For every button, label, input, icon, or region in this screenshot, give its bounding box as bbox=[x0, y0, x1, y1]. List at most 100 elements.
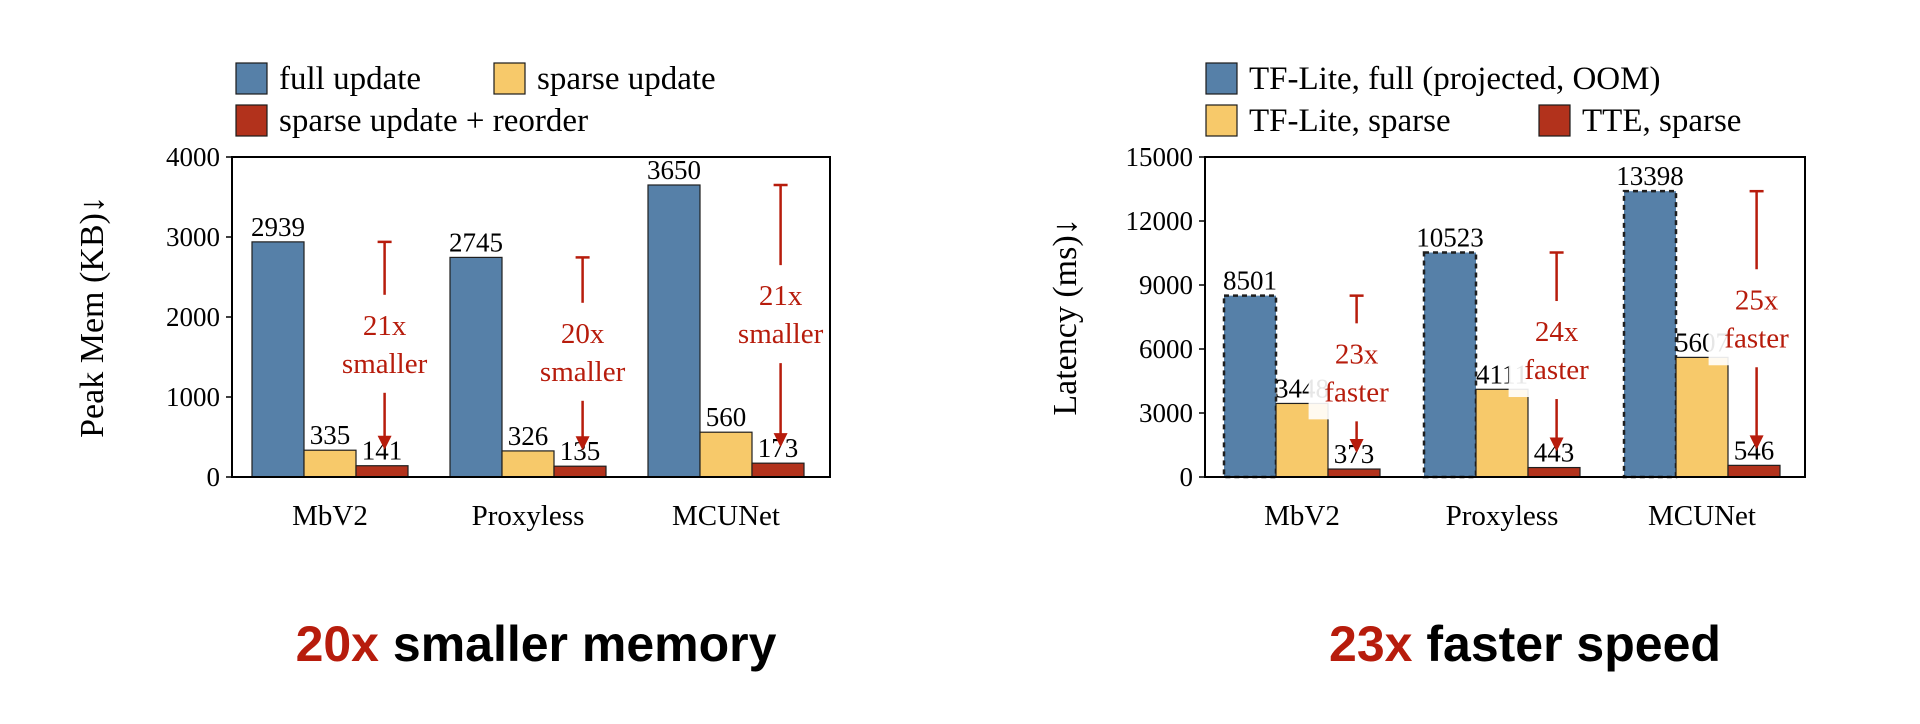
latency-annotation-ratio: 24x bbox=[1535, 316, 1579, 348]
memory-x-tick-label: MbV2 bbox=[292, 500, 368, 532]
latency-y-tick-label: 6000 bbox=[1139, 334, 1193, 364]
memory-reduction-arrow: 20x smaller bbox=[534, 256, 631, 451]
memory-bar-mbv2-s0 bbox=[251, 241, 305, 478]
memory-legend-swatch bbox=[235, 62, 268, 95]
memory-y-tick-label: 0 bbox=[207, 462, 221, 492]
memory-annotation-ratio: 20x bbox=[561, 318, 605, 350]
memory-annotation-bg bbox=[534, 304, 631, 399]
memory-bar-mcunet-s0 bbox=[647, 184, 701, 478]
memory-bar-proxyless-s1 bbox=[501, 450, 555, 478]
latency-reduction-arrow: 24x faster bbox=[1508, 251, 1605, 452]
latency-chart: TF-Lite, full (projected, OOM) TF-Lite, s… bbox=[1047, 61, 1806, 532]
memory-legend-label: sparse update + reorder bbox=[279, 103, 588, 139]
latency-legend-swatch bbox=[1205, 104, 1238, 137]
latency-bar-mbv2-s2 bbox=[1327, 468, 1381, 478]
latency-legend-label: TTE, sparse bbox=[1582, 103, 1741, 139]
memory-x-tick-label: Proxyless bbox=[472, 500, 585, 532]
memory-bar-mbv2-s1 bbox=[303, 449, 357, 478]
memory-arrow-head bbox=[773, 433, 788, 448]
speed-caption: 23x faster speed bbox=[1275, 615, 1775, 673]
latency-bar-proxyless-s2 bbox=[1527, 466, 1581, 478]
latency-annotation-word: faster bbox=[1724, 322, 1789, 354]
latency-bar-mcunet-s1 bbox=[1675, 356, 1729, 478]
latency-annotation-ratio: 23x bbox=[1335, 338, 1379, 370]
memory-annotation-ratio: 21x bbox=[759, 280, 803, 312]
latency-arrow-head bbox=[1549, 437, 1564, 452]
latency-annotation-bg bbox=[1308, 325, 1405, 420]
memory-reduction-arrow: 21x smaller bbox=[336, 240, 433, 450]
latency-x-tick-label: MCUNet bbox=[1648, 500, 1756, 532]
latency-legend-swatch bbox=[1538, 104, 1571, 137]
memory-chart: full update sparse update sparse update + … bbox=[74, 61, 831, 532]
memory-bar-proxyless-s2 bbox=[553, 465, 607, 478]
memory-value-label: 335 bbox=[310, 420, 351, 450]
latency-y-tick-label: 3000 bbox=[1139, 398, 1193, 428]
latency-annotation-word: faster bbox=[1324, 376, 1389, 408]
latency-annotation-bg bbox=[1508, 303, 1605, 398]
latency-legend: TF-Lite, full (projected, OOM) TF-Lite, s… bbox=[1205, 61, 1741, 139]
memory-value-label: 3650 bbox=[647, 155, 701, 185]
memory-value-label: 2745 bbox=[449, 227, 503, 257]
latency-y-tick-label: 15000 bbox=[1126, 142, 1194, 172]
memory-annotation-word: smaller bbox=[342, 348, 428, 380]
latency-value-label: 8501 bbox=[1223, 266, 1277, 296]
latency-y-tick-label: 12000 bbox=[1126, 206, 1194, 236]
latency-annotation-word: faster bbox=[1524, 354, 1589, 386]
memory-bar-mcunet-s2 bbox=[751, 462, 805, 478]
memory-arrow-head bbox=[377, 435, 392, 450]
latency-arrow-head bbox=[1749, 435, 1764, 450]
latency-legend-label: TF-Lite, sparse bbox=[1249, 103, 1451, 139]
memory-caption-text: smaller memory bbox=[379, 616, 777, 672]
latency-legend-swatch bbox=[1205, 62, 1238, 95]
memory-legend-swatch bbox=[493, 62, 526, 95]
memory-plot-frame bbox=[231, 156, 831, 478]
memory-reduction-arrow: 21x smaller bbox=[732, 183, 829, 448]
speed-caption-text: faster speed bbox=[1412, 616, 1721, 672]
memory-arrow-head bbox=[575, 436, 590, 451]
latency-x-tick-label: MbV2 bbox=[1264, 500, 1340, 532]
memory-value-label: 2939 bbox=[251, 212, 305, 242]
memory-x-tick-label: MCUNet bbox=[672, 500, 780, 532]
latency-legend-label: TF-Lite, full (projected, OOM) bbox=[1249, 61, 1660, 97]
speed-caption-highlight: 23x bbox=[1329, 616, 1413, 672]
memory-legend-swatch bbox=[235, 104, 268, 137]
latency-y-tick-label: 9000 bbox=[1139, 270, 1193, 300]
memory-annotation-word: smaller bbox=[738, 318, 824, 350]
latency-reduction-arrow: 23x faster bbox=[1308, 294, 1405, 454]
memory-caption-highlight: 20x bbox=[295, 616, 379, 672]
latency-bar-mbv2-s0 bbox=[1222, 294, 1278, 479]
memory-value-label: 326 bbox=[508, 421, 549, 451]
memory-caption: 20x smaller memory bbox=[266, 615, 806, 673]
latency-annotation-bg bbox=[1708, 271, 1805, 366]
memory-legend-label: full update bbox=[279, 61, 421, 97]
memory-annotation-bg bbox=[732, 267, 829, 362]
latency-annotation-ratio: 25x bbox=[1735, 284, 1779, 316]
latency-bar-proxyless-s1 bbox=[1475, 388, 1529, 478]
memory-y-tick-label: 1000 bbox=[166, 382, 220, 412]
memory-bar-mbv2-s2 bbox=[355, 465, 409, 478]
memory-annotation-ratio: 21x bbox=[363, 310, 407, 342]
latency-value-label: 10523 bbox=[1416, 223, 1484, 253]
latency-bar-mcunet-s2 bbox=[1727, 464, 1781, 478]
latency-y-axis-label: Latency (ms)↓ bbox=[1047, 218, 1084, 415]
latency-reduction-arrow: 25x faster bbox=[1708, 189, 1805, 450]
memory-annotation-word: smaller bbox=[540, 356, 626, 388]
memory-legend: full update sparse update sparse update + … bbox=[235, 61, 716, 139]
memory-value-label: 560 bbox=[706, 402, 747, 432]
latency-x-tick-label: Proxyless bbox=[1446, 500, 1559, 532]
memory-y-tick-label: 3000 bbox=[166, 222, 220, 252]
latency-plot-frame bbox=[1204, 156, 1806, 478]
memory-annotation-bg bbox=[336, 296, 433, 391]
latency-value-label: 13398 bbox=[1616, 161, 1684, 191]
memory-y-axis-label: Peak Mem (KB)↓ bbox=[74, 196, 111, 438]
latency-y-tick-label: 0 bbox=[1180, 462, 1194, 492]
memory-y-tick-label: 2000 bbox=[166, 302, 220, 332]
memory-legend-label: sparse update bbox=[537, 61, 716, 97]
memory-bar-mcunet-s1 bbox=[699, 431, 753, 478]
latency-bar-mcunet-s0 bbox=[1622, 189, 1678, 479]
latency-arrow-head bbox=[1349, 439, 1364, 454]
memory-y-tick-label: 4000 bbox=[166, 142, 220, 172]
memory-bar-proxyless-s0 bbox=[449, 256, 503, 478]
latency-bar-proxyless-s0 bbox=[1422, 251, 1478, 479]
